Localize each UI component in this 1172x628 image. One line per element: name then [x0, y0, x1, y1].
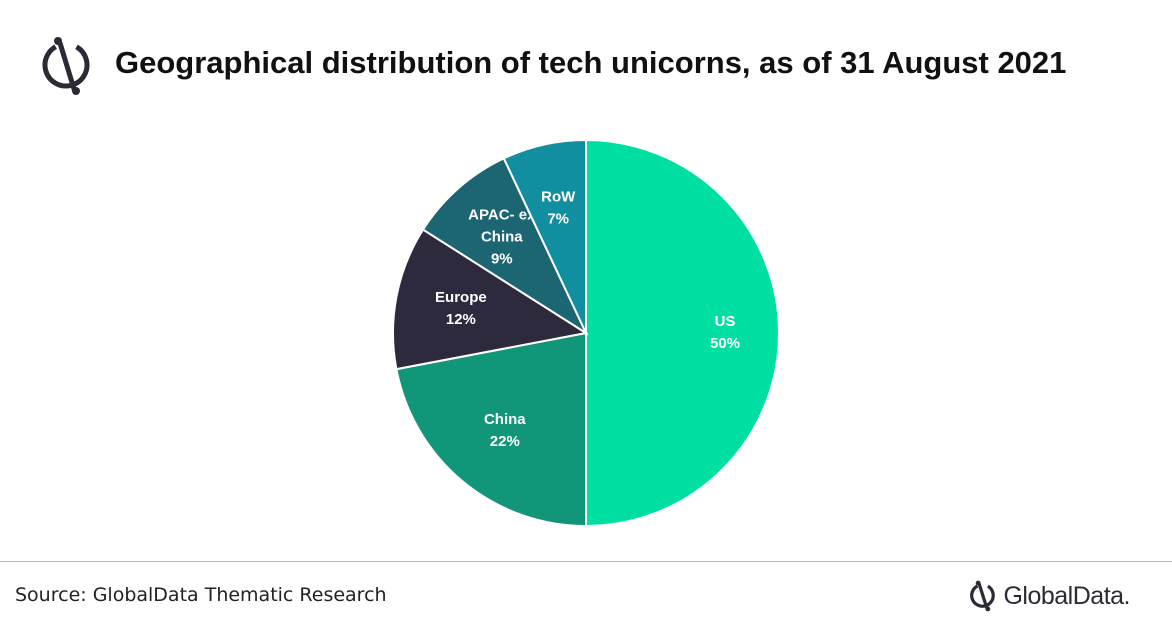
pie-chart: US 50% China 22% Europe 12% APAC- ex China 9% RoW… — [0, 120, 1172, 560]
header: Geographical distribution of tech unicor… — [0, 0, 1172, 120]
pie-slice-china — [395, 331, 587, 528]
slice-label-row: RoW 7% — [541, 189, 576, 228]
pie-slice-us — [585, 138, 780, 528]
slice-label-apac-ex-china: APAC- ex China 9% — [468, 206, 536, 267]
globaldata-mark-icon — [42, 37, 90, 95]
brand-name: GlobalData. — [1003, 581, 1130, 610]
chart-title: Geographical distribution of tech unicor… — [115, 45, 1067, 80]
slice-label-us: US 50% — [710, 313, 740, 352]
pie-chart-svg: US 50% China 22% Europe 12% APAC- ex China 9%RoW… — [392, 138, 780, 528]
pie-slice-row — [502, 138, 587, 334]
footer-divider — [0, 561, 1172, 562]
slice-label-china: China 22% — [484, 411, 526, 450]
brand-logo: GlobalData. — [969, 578, 1130, 614]
pie-slice-europe — [392, 228, 589, 371]
source-note: Source: GlobalData Thematic Research — [15, 584, 387, 606]
slice-label-europe: Europe 12% — [435, 289, 487, 328]
pie-slice-apac-ex-china — [421, 157, 589, 336]
globaldata-mark-icon — [970, 580, 996, 612]
